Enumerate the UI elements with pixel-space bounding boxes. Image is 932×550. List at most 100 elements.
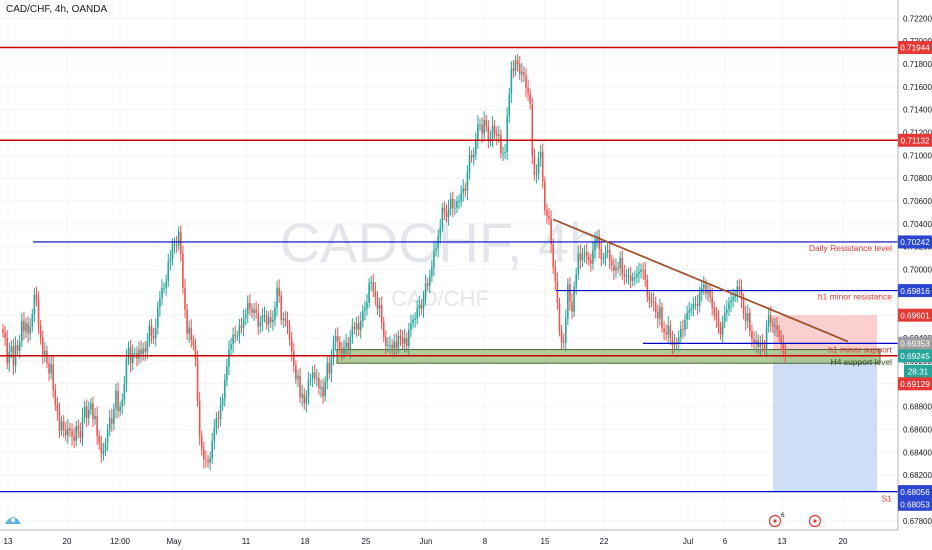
candle [600,240,603,267]
candle [200,430,203,456]
candle [774,318,776,336]
position-target-zone[interactable] [773,355,877,492]
candle [412,314,414,329]
candle [477,115,479,150]
candle [462,179,465,202]
candle [180,225,182,262]
candle [33,288,36,322]
candle [140,340,142,363]
candle [332,335,335,366]
candle [46,345,48,369]
candle [184,278,186,319]
candle [504,144,506,159]
candle [48,356,50,382]
candle [171,238,174,266]
candle [102,442,105,461]
candle [692,297,695,317]
candle [422,290,425,318]
candle [506,107,508,161]
axis-level-tag-text: 0.71132 [901,136,930,145]
candle [228,340,230,376]
candle [226,358,228,387]
candle [217,410,220,429]
candle [525,68,527,98]
candle [372,274,375,298]
candle [581,247,584,267]
axis-price-tag: 0.69601 [898,308,932,322]
candle [428,269,431,294]
candle [324,376,326,402]
candle [131,344,134,371]
candle [144,341,147,362]
candle [571,292,573,320]
y-tick-label: 0.71400 [903,106,932,115]
economic-event-icon-2[interactable] [808,514,822,528]
candle [339,336,341,354]
axis-level-tag-text: 0.70242 [900,238,930,247]
candle [763,339,766,355]
candle [395,332,398,356]
candle [67,419,69,444]
candle [721,315,724,343]
x-tick-label: 12:00 [110,537,131,546]
economic-event-icon[interactable]: 6 [768,512,786,528]
candle [194,338,197,367]
candle [108,410,111,437]
candle [4,325,6,346]
x-tick-label: 15 [541,537,550,546]
symbol-label: CAD/CHF, 4h, OANDA [6,4,108,15]
price-axis[interactable]: 0.722000.720000.718000.716000.714000.712… [897,0,932,550]
candle [385,330,387,354]
candle [598,229,601,259]
candle [738,278,741,295]
candle [776,316,778,338]
candle [617,262,619,274]
candle [292,343,295,373]
candle [167,253,170,287]
candle [85,399,88,428]
candle [121,393,124,415]
candle [627,268,630,285]
candle [579,244,582,269]
candle [642,262,644,280]
candle [113,403,115,431]
candle [780,330,783,351]
candle [439,218,442,244]
candle [299,367,301,404]
candle [320,380,322,398]
candle [749,307,751,337]
time-axis[interactable]: 13 20 12:00 May 11 18 25 Jun 8 15 22 Jul 6 13 20 [0,529,898,550]
candle [182,245,184,294]
candle [364,301,366,320]
candle [602,253,605,265]
candle [562,333,565,349]
candle [255,301,257,319]
candle [60,416,63,436]
candle [16,339,19,356]
candle [487,120,490,149]
candle [341,341,343,361]
candle [362,304,364,328]
candle [491,116,494,147]
candle [117,382,119,419]
candle [73,427,75,449]
candle [648,290,651,309]
candle [531,97,534,165]
candle [539,144,542,167]
candle [119,401,121,417]
candle [261,308,264,332]
x-tick-label: 11 [242,537,251,546]
candle [483,111,485,141]
candle [569,277,571,311]
candle [500,129,502,159]
trend-line[interactable] [552,218,849,343]
level-label: Daily Resistance level [809,243,892,253]
candle [684,314,686,337]
candle [138,341,140,365]
x-tick-label: 8 [483,537,488,546]
candle [401,330,404,350]
candle [772,317,774,334]
axis-level-tag: 0.68056 [898,485,932,499]
